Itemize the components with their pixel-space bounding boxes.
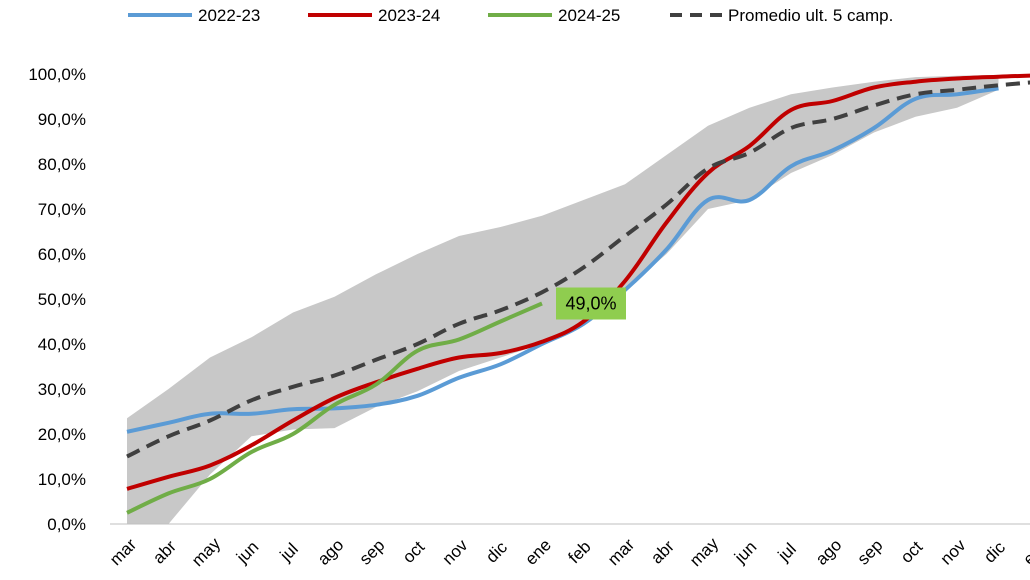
- y-tick-label: 70,0%: [38, 200, 86, 219]
- legend-label: 2023-24: [378, 6, 440, 25]
- x-tick-label: ene: [1019, 535, 1030, 568]
- x-tick-label: jul: [774, 539, 800, 565]
- x-tick-label: dic: [482, 537, 511, 566]
- legend-label: Promedio ult. 5 camp.: [728, 6, 893, 25]
- legend-label: 2022-23: [198, 6, 260, 25]
- legend-item-promedio-ult-5-camp-: Promedio ult. 5 camp.: [670, 6, 893, 25]
- x-tick-label: dic: [980, 537, 1009, 566]
- y-tick-label: 20,0%: [38, 425, 86, 444]
- data-labels: 99,7%49,0%: [556, 287, 626, 320]
- legend-item-2022-23: 2022-23: [128, 6, 260, 25]
- x-tick-label: jun: [232, 537, 262, 567]
- series-lines: [126, 73, 1030, 515]
- series-line-2023-24: [126, 73, 1030, 491]
- data-label-2024-25: 49,0%: [556, 287, 626, 320]
- x-tick-label: may: [188, 534, 224, 570]
- x-tick-label: may: [686, 534, 722, 570]
- y-tick-label: 100,0%: [28, 65, 86, 84]
- x-tick-label: abr: [647, 536, 678, 567]
- y-tick-label: 30,0%: [38, 380, 86, 399]
- x-tick-label: feb: [565, 537, 595, 567]
- y-tick-label: 90,0%: [38, 110, 86, 129]
- x-tick-label: ago: [314, 535, 347, 568]
- data-label-box: [556, 287, 626, 320]
- y-tick-label: 60,0%: [38, 245, 86, 264]
- y-tick-label: 40,0%: [38, 335, 86, 354]
- y-tick-label: 80,0%: [38, 155, 86, 174]
- legend-label: 2024-25: [558, 6, 620, 25]
- y-tick-label: 50,0%: [38, 290, 86, 309]
- legend-item-2024-25: 2024-25: [488, 6, 620, 25]
- x-tick-label: jun: [730, 537, 760, 567]
- x-tick-label: ene: [521, 535, 554, 568]
- x-tick-label: jul: [276, 539, 302, 565]
- data-label-text: 49,0%: [565, 294, 616, 314]
- y-tick-label: 10,0%: [38, 470, 86, 489]
- x-tick-label: ago: [812, 535, 845, 568]
- y-tick-label: 0,0%: [47, 515, 86, 534]
- x-tick-label: nov: [439, 535, 472, 568]
- legend-item-2023-24: 2023-24: [308, 6, 440, 25]
- legend: 2022-23 2023-24 2024-25 Promedio ult. 5 cam…: [128, 6, 893, 25]
- x-tick-label: sep: [356, 536, 389, 569]
- x-tick-label: nov: [937, 535, 970, 568]
- x-tick-label: oct: [399, 537, 429, 567]
- x-tick-label: abr: [149, 536, 180, 567]
- series-line-promedio-ult-5-camp-: [126, 80, 1030, 459]
- series-line-2024-25: [126, 301, 543, 515]
- x-tick-label: mar: [604, 535, 638, 569]
- x-tick-label: sep: [854, 536, 887, 569]
- x-tick-label: mar: [106, 535, 140, 569]
- x-tick-label: oct: [897, 537, 927, 567]
